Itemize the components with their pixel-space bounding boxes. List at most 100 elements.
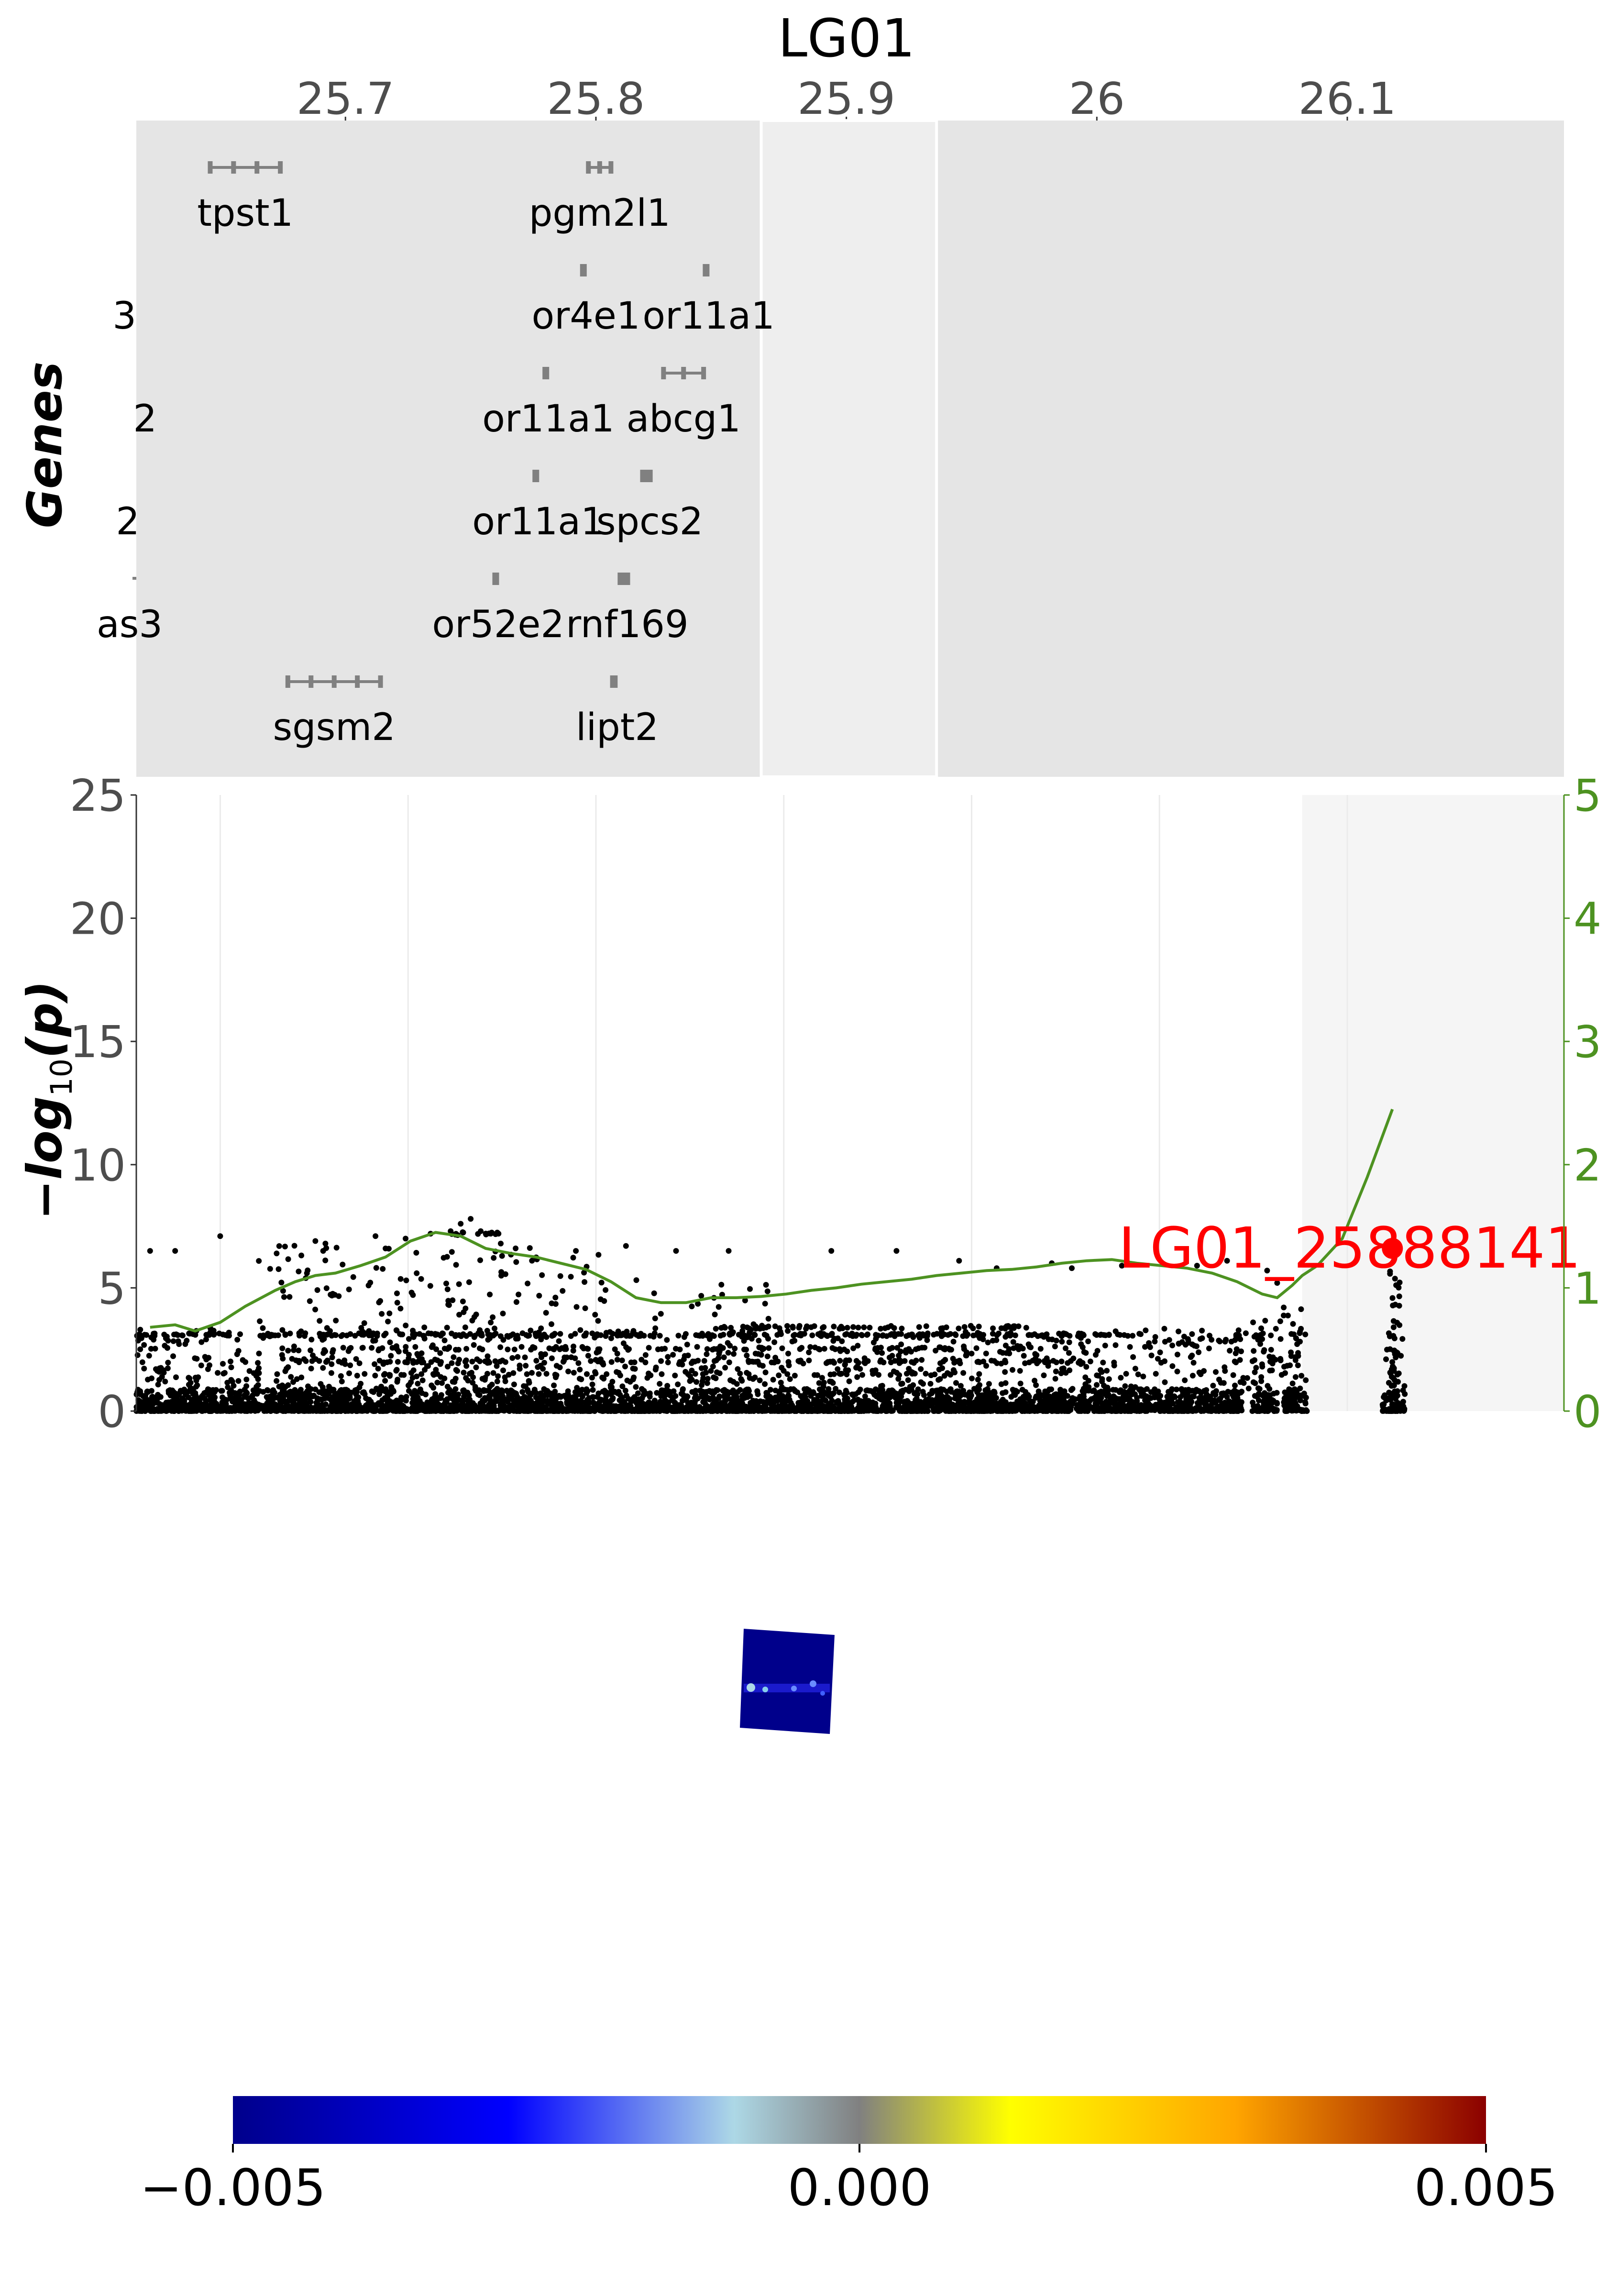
snp-point [1152,1386,1158,1392]
snp-point [865,1398,871,1404]
snp-point [274,1378,280,1384]
snp-point [387,1339,393,1346]
snp-point [671,1388,677,1394]
snp-point [344,1387,351,1393]
snp-point [539,1354,545,1360]
snp-point [1097,1407,1103,1413]
snp-point [738,1376,744,1382]
snp-point [702,1396,708,1402]
snp-point [979,1408,985,1414]
snp-point [805,1387,812,1393]
snp-point [779,1384,785,1391]
snp-point [919,1357,925,1363]
snp-point [214,1408,220,1414]
snp-point [476,1392,483,1398]
snp-point [764,1353,770,1359]
snp-point [272,1407,278,1413]
snp-point [347,1405,353,1412]
snp-point [1095,1373,1101,1379]
snp-point [462,1324,468,1330]
snp-point [737,1370,743,1377]
snp-point [405,1408,411,1414]
snp-point [1035,1388,1042,1394]
snp-point [1065,1400,1071,1406]
snp-point [287,1330,293,1336]
snp-point [383,1389,389,1395]
snp-point [950,1338,957,1345]
snp-point [585,1353,591,1359]
snp-point [1273,1325,1279,1332]
snp-point [212,1402,218,1408]
snp-point [552,1407,559,1413]
snp-point [523,1363,529,1369]
snp-point [1123,1371,1129,1377]
snp-point [739,1400,745,1406]
snp-point [842,1392,848,1399]
snp-point [1238,1348,1244,1355]
snp-point [1085,1408,1091,1414]
snp-point [1149,1405,1155,1412]
snp-point [479,1376,485,1382]
snp-point [1169,1342,1176,1348]
snp-point [730,1387,736,1393]
snp-point [449,1330,455,1336]
snp-point [429,1397,435,1403]
snp-point [492,1408,498,1414]
gene-panel-title: LG01 [778,8,915,69]
snp-point [517,1362,523,1369]
snp-point [144,1404,151,1410]
snp-point [816,1386,823,1392]
gene-exon [681,367,686,379]
snp-point [771,1339,778,1345]
snp-point [272,1401,278,1407]
snp-point [746,1407,752,1413]
snp-point [1299,1373,1305,1379]
snp-point [180,1389,187,1395]
snp-point [1159,1407,1166,1413]
snp-point [1270,1405,1276,1412]
snp-point [1002,1401,1008,1407]
snp-point [487,1408,493,1414]
snp-point [237,1331,243,1337]
snp-point [260,1332,266,1338]
snp-point [1104,1384,1111,1391]
snp-point [665,1354,671,1360]
snp-point [657,1333,663,1339]
snp-point [592,1408,598,1414]
snp-point [1148,1352,1155,1358]
snp-point [1198,1390,1204,1396]
snp-point [240,1357,246,1363]
snp-point [1017,1368,1023,1374]
snp-point [826,1407,832,1413]
snp-point [1400,1399,1406,1405]
snp-point [952,1331,958,1337]
snp-point [614,1350,620,1357]
snp-point [1094,1348,1101,1354]
snp-point [410,1396,416,1402]
snp-point [1232,1358,1238,1365]
snp-point [864,1407,870,1413]
snp-point [162,1379,168,1385]
gene-rnf169: rnf169 [566,573,689,646]
snp-point [312,1386,319,1392]
snp-point [1251,1403,1257,1409]
snp-point [1207,1393,1213,1400]
snp-point [213,1387,219,1393]
snp-point [473,1364,479,1370]
snp-point [369,1388,375,1394]
snp-point [525,1389,531,1395]
snp-point [1291,1407,1297,1413]
snp-point [851,1407,857,1413]
snp-point [924,1337,930,1343]
snp-point [292,1390,298,1396]
snp-point [1140,1373,1146,1380]
snp-point [219,1399,225,1405]
snp-point [207,1362,212,1369]
gene-sgsm2: sgsm2 [273,675,396,749]
snp-point [143,1332,149,1338]
snp-point [1121,1389,1127,1395]
snp-point [518,1396,525,1402]
gene-abcg1: abcg1 [627,367,741,441]
snp-point [460,1388,466,1393]
snp-point [1054,1401,1060,1407]
